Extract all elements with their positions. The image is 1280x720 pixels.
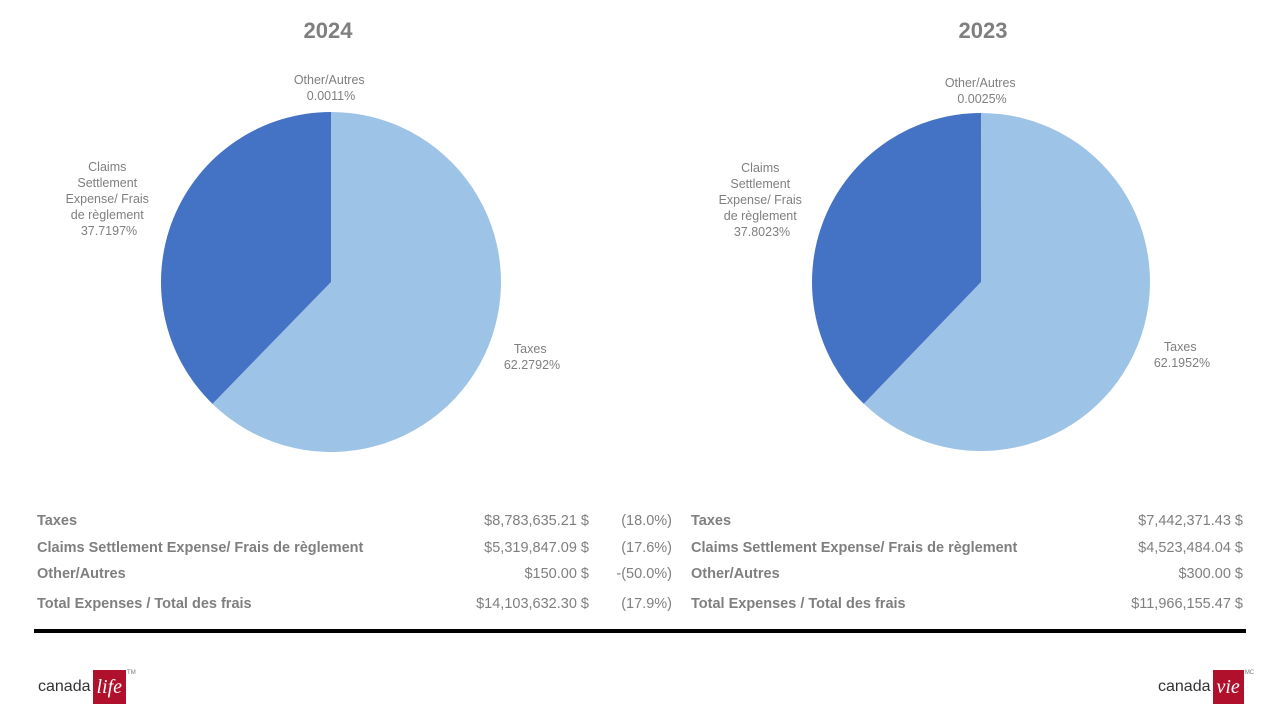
pie-slice-claims-settlement-expense-2024 [161,112,331,404]
row-label: Other/Autres [37,566,126,582]
pie-slice-taxes-2023 [863,113,1150,451]
logo-box: vie [1212,670,1244,704]
row-change: (17.6%) [621,540,672,556]
trademark-mark: TM [127,670,136,676]
row-amount: $11,966,155.47 $ [1131,596,1243,612]
label-claims-2023: Claims Settlement Expense/ Frais de règl… [719,161,806,239]
logo-box: life [92,670,127,704]
label-other-2024: Other/Autres 0.0011% [294,73,368,103]
row-amount: $150.00 $ [524,566,589,582]
row-label: Taxes [37,513,78,529]
row-amount: $5,319,847.09 $ [484,540,589,556]
row-label: Claims Settlement Expense/ Frais de règl… [691,540,1018,556]
row-label: Claims Settlement Expense/ Frais de règl… [37,540,364,556]
row-label: Total Expenses / Total des frais [691,596,906,612]
label-taxes-2023: Taxes 62.1952% [1154,340,1210,370]
pie-slice-claims-settlement-expense-2023 [812,113,981,404]
row-label: Total Expenses / Total des frais [37,596,252,612]
row-amount: $7,442,371.43 $ [1138,513,1243,529]
trademark-mark: MC [1244,670,1255,676]
canada-life-logo: canada life TM [38,670,136,704]
row-label: Taxes [691,513,732,529]
label-other-2023: Other/Autres 0.0025% [945,76,1019,106]
row-change: (18.0%) [621,513,672,529]
row-amount: $4,523,484.04 $ [1138,540,1243,556]
label-claims-2024: Claims Settlement Expense/ Frais de règl… [66,160,153,238]
row-change: -(50.0%) [616,566,672,582]
pie-chart-2023: Other/Autres 0.0025% Claims Settlement E… [719,76,1210,451]
logo-word: canada [38,678,91,695]
pie-slice-taxes-2024 [212,112,502,452]
chart-title-2024: 2024 [303,18,353,43]
logo-word: canada [1158,678,1211,695]
row-change: (17.9%) [621,596,672,612]
row-label: Other/Autres [691,566,780,582]
row-amount: $300.00 $ [1178,566,1243,582]
row-amount: $14,103,632.30 $ [476,596,589,612]
row-amount: $8,783,635.21 $ [484,513,589,529]
label-taxes-2024: Taxes 62.2792% [504,342,560,372]
canada-vie-logo: canada vie MC [1158,670,1254,704]
chart-title-2023: 2023 [958,18,1008,43]
pie-chart-2024: Other/Autres 0.0011% Claims Settlement E… [66,73,560,452]
divider-rule [34,629,1246,633]
